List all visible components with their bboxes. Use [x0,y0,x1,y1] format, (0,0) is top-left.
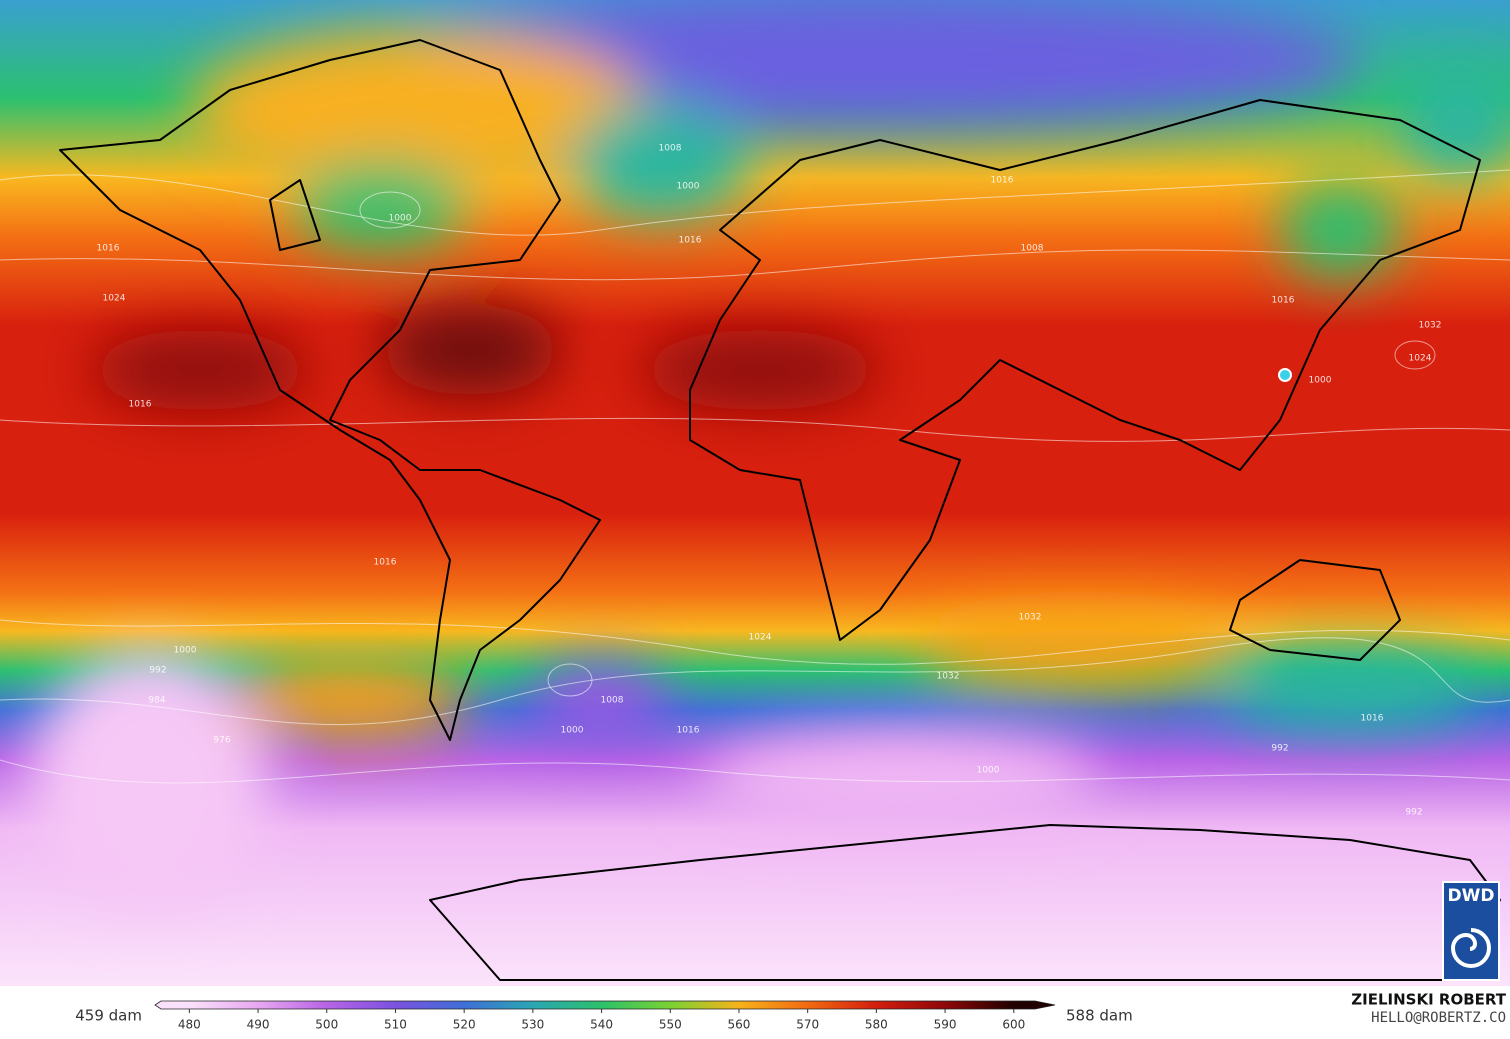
isobar-label: 1016 [97,244,120,254]
isobar-label: 1000 [677,182,700,192]
isobar-label: 976 [213,736,230,746]
isobar-label: 1032 [1019,613,1042,623]
isobar-label: 1024 [749,633,772,643]
min-label: 459 dam [75,1007,142,1025]
isobar-label: 1000 [174,646,197,656]
colorbar-tick-label: 530 [521,1018,544,1032]
dwd-logo: DWD [1442,881,1500,981]
isobar-label: 1016 [1272,296,1295,306]
isobar-label: 1000 [1309,376,1332,386]
isobar-label: 992 [1405,808,1422,818]
isobar-label: 1000 [389,214,412,224]
isobar-label: 1032 [1419,321,1442,331]
colorbar-tick-label: 550 [659,1018,682,1032]
max-label: 588 dam [1066,1007,1133,1025]
colorbar-tick-label: 560 [728,1018,751,1032]
colorbar-tick-label: 600 [1002,1018,1025,1032]
isobar-label: 1008 [601,696,624,706]
isobar-label: 1016 [677,726,700,736]
isobar-label: 992 [149,666,166,676]
isobar-label: 1032 [937,672,960,682]
logo-text: DWD [1448,886,1495,906]
credit-contact: HELLO@ROBERTZ.CO [1371,1010,1506,1026]
isobar-label: 1016 [991,176,1014,186]
legend-strip [0,986,1510,1035]
colorbar-tick-label: 490 [247,1018,270,1032]
isobar-label: 992 [1271,744,1288,754]
isobar-label: 1024 [103,294,126,304]
colorbar-tick-label: 570 [796,1018,819,1032]
coastlines [59,39,1501,981]
colorbar-tick-label: 520 [453,1018,476,1032]
isobar-label: 1016 [374,558,397,568]
contours [0,169,1510,784]
isobar-label: 1000 [561,726,584,736]
colorbar: 480 490 500 510 520 530 540 550 560 570 580 590 600 [154,1000,1056,1032]
isobar-label: 1000 [977,766,1000,776]
isobar-label: 984 [148,696,165,706]
colorbar-tick-label: 580 [865,1018,888,1032]
colorbar-tick-label: 500 [315,1018,338,1032]
isobar-label: 1008 [659,144,682,154]
isobar-label: 1024 [1409,354,1432,364]
colorbar-tick-label: 540 [590,1018,613,1032]
colorbar-tick-label: 480 [178,1018,201,1032]
storm-center [1278,368,1292,382]
colorbar-fill [154,1000,1056,1010]
colorbar-tick-label: 510 [384,1018,407,1032]
isobar-label: 1016 [129,400,152,410]
logo-spiral [1450,928,1491,968]
isobar-label: 1016 [679,236,702,246]
credit-author: ZIELINSKI ROBERT [1351,991,1506,1009]
isobar-label: 1016 [1361,714,1384,724]
isobar-labels: 1008 1000 1000 1016 1016 1024 1016 1016 1008 1000… [97,144,1442,818]
isobar-label: 1008 [1021,244,1044,254]
colorbar-tick-label: 590 [934,1018,957,1032]
